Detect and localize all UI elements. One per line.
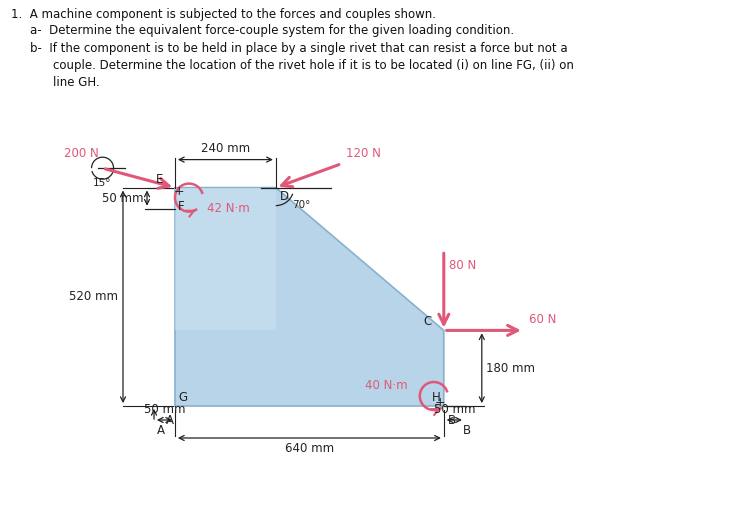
Text: F: F xyxy=(178,199,185,213)
Text: G: G xyxy=(178,391,187,404)
Text: 50 mm: 50 mm xyxy=(144,403,185,416)
Text: 240 mm: 240 mm xyxy=(201,141,250,155)
Text: B: B xyxy=(447,413,456,427)
Text: 200 N: 200 N xyxy=(64,147,99,160)
Text: A: A xyxy=(166,413,174,427)
Text: C: C xyxy=(423,316,432,328)
Text: +: + xyxy=(435,396,445,409)
Text: 42 N·m: 42 N·m xyxy=(207,201,250,215)
Text: b-  If the component is to be held in place by a single rivet that can resist a : b- If the component is to be held in pla… xyxy=(30,42,568,55)
Text: 1.  A machine component is subjected to the forces and couples shown.: 1. A machine component is subjected to t… xyxy=(11,8,436,21)
Text: 180 mm: 180 mm xyxy=(486,362,535,375)
Text: 50 mm: 50 mm xyxy=(434,403,475,416)
Text: 40 N·m: 40 N·m xyxy=(365,379,408,392)
Text: a-  Determine the equivalent force-couple system for the given loading condition: a- Determine the equivalent force-couple… xyxy=(30,24,514,37)
Text: D: D xyxy=(280,189,289,203)
Text: line GH.: line GH. xyxy=(53,76,99,89)
Text: A: A xyxy=(157,424,165,437)
Text: 520 mm: 520 mm xyxy=(69,290,118,304)
Text: +: + xyxy=(174,185,184,198)
Text: B: B xyxy=(462,424,471,437)
Text: E: E xyxy=(156,173,163,186)
Text: H: H xyxy=(432,391,441,404)
Polygon shape xyxy=(175,188,444,406)
Text: 70°: 70° xyxy=(292,199,310,209)
Polygon shape xyxy=(175,188,276,330)
Text: 60 N: 60 N xyxy=(529,313,556,327)
Text: 120 N: 120 N xyxy=(346,147,381,160)
Text: 50 mm: 50 mm xyxy=(102,191,143,205)
Text: 80 N: 80 N xyxy=(449,259,476,272)
Text: 640 mm: 640 mm xyxy=(285,442,334,455)
Text: couple. Determine the location of the rivet hole if it is to be located (i) on l: couple. Determine the location of the ri… xyxy=(53,59,574,72)
Text: 15°: 15° xyxy=(92,178,111,188)
